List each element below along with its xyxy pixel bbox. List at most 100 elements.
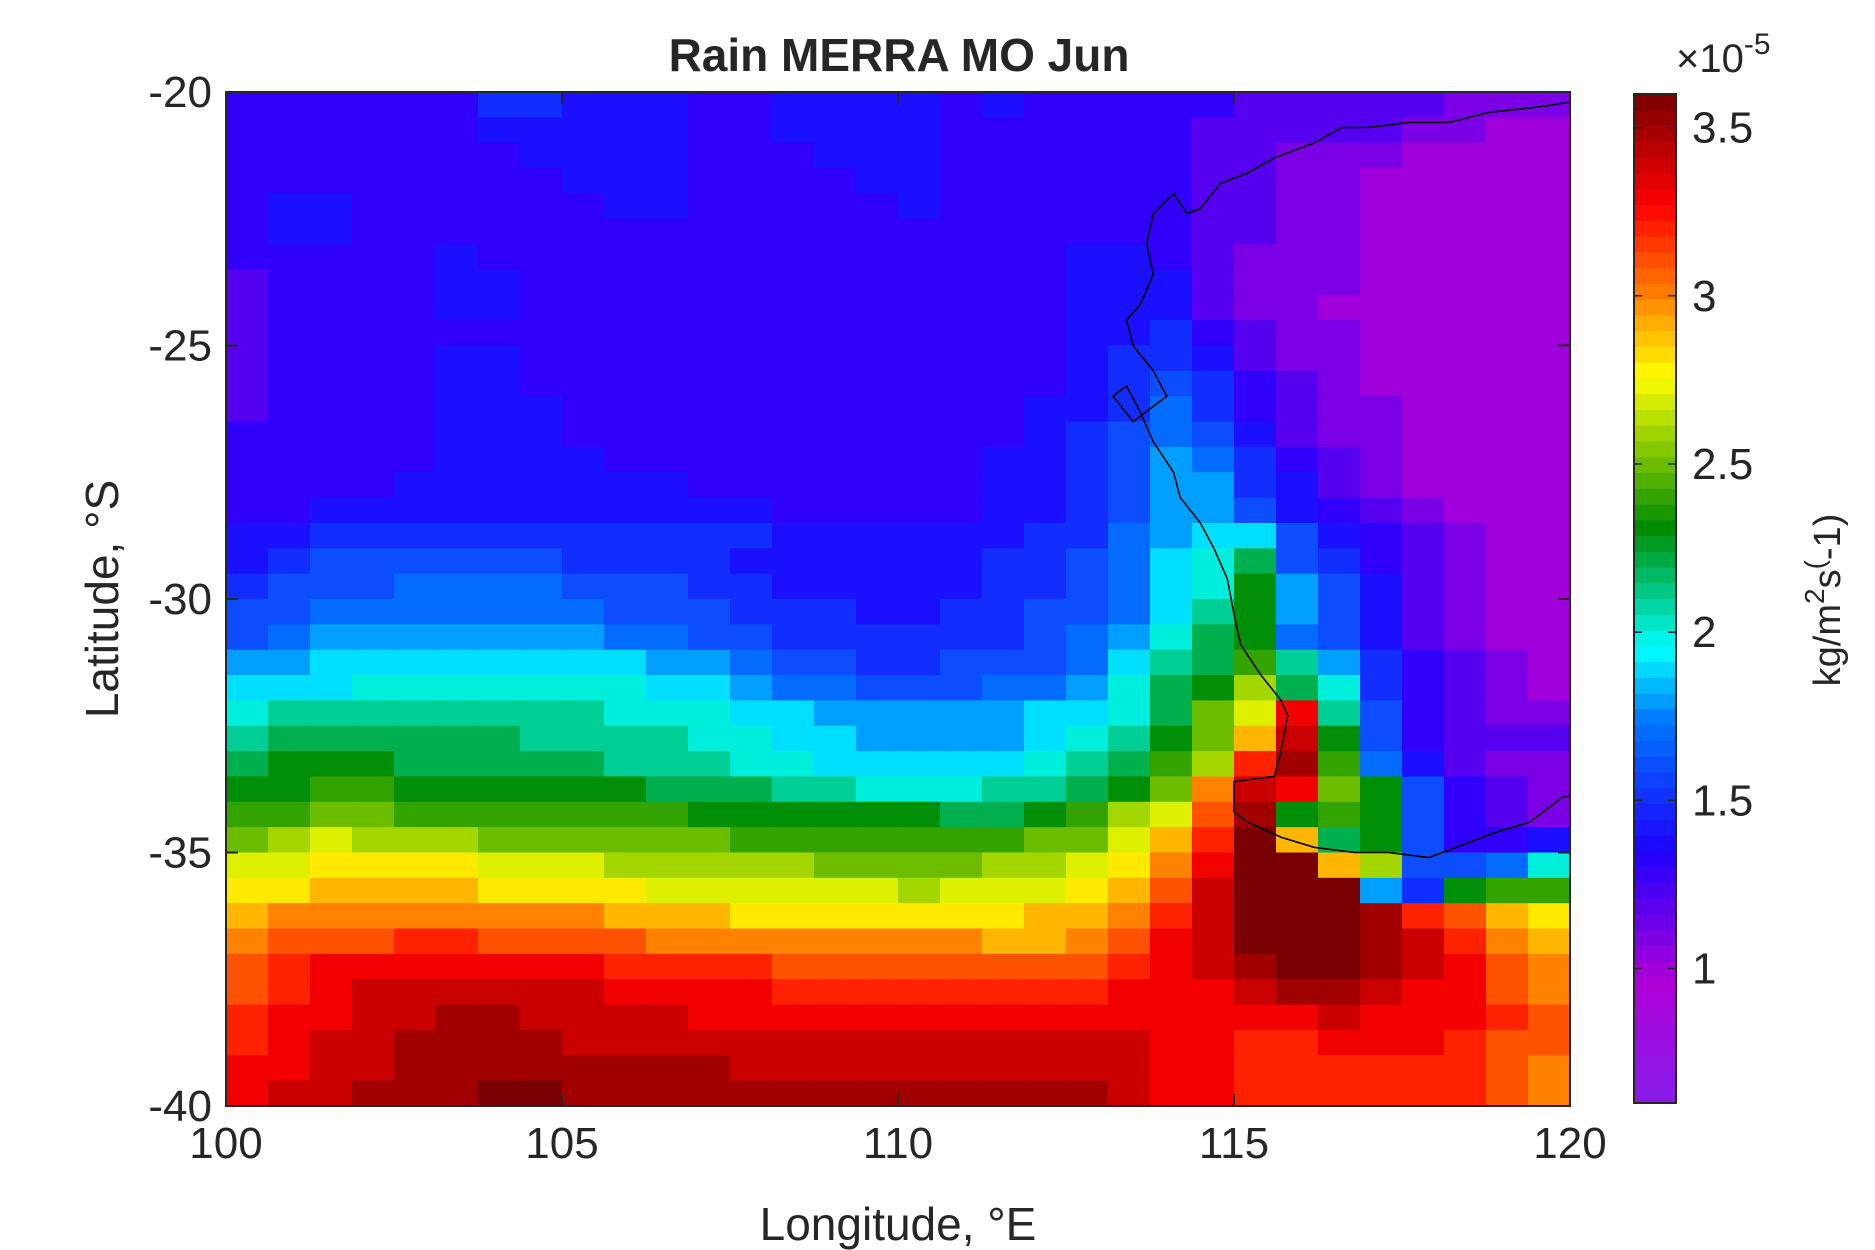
heatmap-cell [856, 294, 899, 321]
heatmap-cell [604, 142, 647, 169]
heatmap-cell [1276, 624, 1319, 651]
heatmap-cell [1234, 396, 1277, 423]
heatmap-cell [604, 953, 647, 980]
heatmap-cell [898, 725, 941, 752]
heatmap-cell [898, 345, 941, 372]
heatmap-cell [1528, 852, 1571, 879]
heatmap-cell [478, 446, 521, 473]
heatmap-cell [520, 649, 563, 676]
heatmap-cell [1402, 548, 1445, 575]
heatmap-cell [814, 345, 857, 372]
heatmap-cell [268, 446, 311, 473]
heatmap-cell [1150, 1055, 1193, 1082]
heatmap-cell [1318, 218, 1361, 245]
heatmap-cell [898, 269, 941, 296]
heatmap-cell [1024, 497, 1067, 524]
heatmap-cell [1360, 497, 1403, 524]
colorbar-segment [1634, 1008, 1676, 1025]
heatmap-cell [1444, 649, 1487, 676]
heatmap-cell [310, 573, 353, 600]
heatmap-cell [1360, 700, 1403, 727]
heatmap-cell [1402, 649, 1445, 676]
heatmap-cell [562, 776, 605, 803]
heatmap-cell [352, 421, 395, 448]
heatmap-cell [898, 193, 941, 220]
heatmap-cell [226, 573, 269, 600]
heatmap-cell [394, 168, 437, 194]
colorbar-segment [1634, 456, 1676, 473]
heatmap-cell [1486, 776, 1529, 803]
heatmap-cell [1402, 751, 1445, 778]
heatmap-cell [982, 624, 1025, 651]
heatmap-cell [646, 599, 689, 625]
heatmap-cell [394, 1004, 437, 1031]
heatmap-cell [1192, 953, 1235, 980]
heatmap-cell [226, 244, 269, 271]
heatmap-cell [310, 827, 353, 854]
heatmap-cell [352, 700, 395, 727]
heatmap-cell [1528, 269, 1571, 296]
heatmap-cell [1318, 117, 1361, 144]
heatmap-cell [772, 1029, 815, 1056]
heatmap-cell [226, 522, 269, 549]
heatmap-cell [352, 877, 395, 904]
heatmap-cell [310, 218, 353, 245]
heatmap-cell [898, 446, 941, 473]
heatmap-cell [1528, 1029, 1571, 1056]
heatmap-cell [562, 725, 605, 752]
heatmap-cell [982, 675, 1025, 701]
heatmap-cell [352, 446, 395, 473]
heatmap-cell [772, 396, 815, 423]
heatmap-cell [520, 751, 563, 778]
heatmap-cell [940, 1029, 983, 1056]
heatmap-cell [898, 396, 941, 423]
heatmap-cell [1066, 649, 1109, 676]
heatmap-cell [1234, 573, 1277, 600]
heatmap-cell [1360, 446, 1403, 473]
heatmap-cell [562, 294, 605, 321]
heatmap-cell [310, 725, 353, 752]
heatmap-cell [1066, 497, 1109, 524]
heatmap-cell [1066, 522, 1109, 549]
heatmap-cell [730, 396, 773, 423]
colorbar-tick-label: 1.5 [1692, 776, 1753, 825]
heatmap-cell [982, 421, 1025, 448]
heatmap-cell [1486, 370, 1529, 397]
heatmap-cell [1150, 700, 1193, 727]
heatmap-cell [562, 852, 605, 879]
heatmap-cell [226, 472, 269, 499]
heatmap-cell [772, 92, 815, 118]
heatmap-cell [1108, 751, 1151, 778]
heatmap-cell [1066, 852, 1109, 879]
heatmap-cell [226, 1029, 269, 1056]
heatmap-cell [604, 92, 647, 118]
heatmap-cell [1318, 1004, 1361, 1031]
heatmap-cell [352, 624, 395, 651]
heatmap-cell [1192, 979, 1235, 1006]
colorbar-segment [1634, 582, 1676, 600]
heatmap-cell [1150, 599, 1193, 625]
heatmap-cell [478, 903, 521, 930]
heatmap-cell [814, 725, 857, 752]
y-tick-label: -40 [148, 1082, 212, 1131]
colorbar-label-seconds: s [1807, 569, 1849, 588]
heatmap-cell [268, 370, 311, 397]
heatmap-cell [1444, 446, 1487, 473]
heatmap-cell [1402, 700, 1445, 727]
heatmap-cell [1150, 421, 1193, 448]
heatmap-cell [688, 320, 731, 347]
colorbar-label-unit: kg/m [1807, 604, 1849, 686]
heatmap-cell [352, 269, 395, 296]
heatmap-cell [520, 117, 563, 144]
heatmap-cell [772, 827, 815, 854]
heatmap-cell [478, 117, 521, 144]
heatmap-cell [1528, 903, 1571, 930]
heatmap-cell [478, 675, 521, 701]
heatmap-cell [394, 446, 437, 473]
heatmap-cell [1318, 142, 1361, 169]
heatmap-cell [1066, 396, 1109, 423]
heatmap-cell [772, 548, 815, 575]
heatmap-cell [268, 852, 311, 879]
heatmap-cell [1234, 446, 1277, 473]
heatmap-cell [310, 1029, 353, 1056]
